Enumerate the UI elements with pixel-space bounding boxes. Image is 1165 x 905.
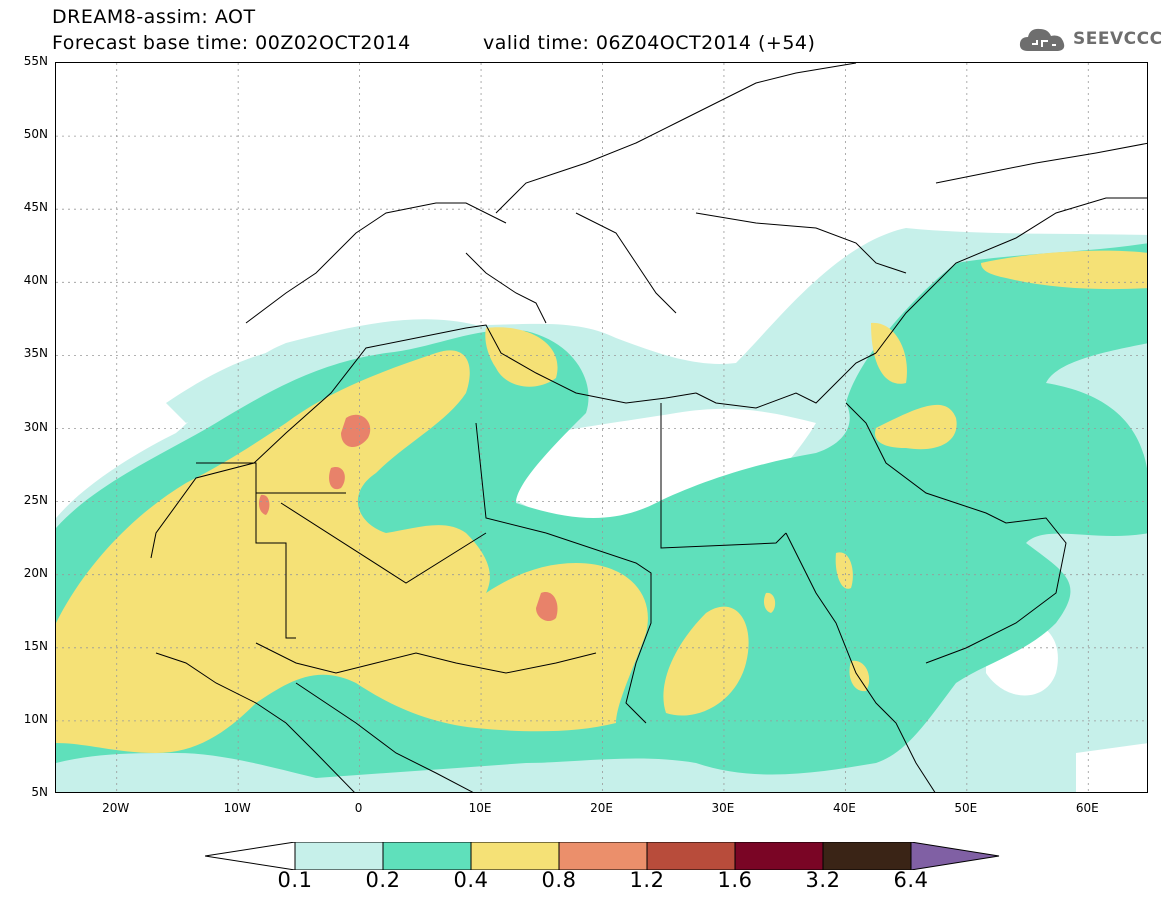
lat-tick-label: 5N	[31, 785, 48, 799]
lon-tick-label: 60E	[1075, 801, 1099, 815]
country-borders	[150, 63, 1147, 792]
colorbar-level-label: 6.4	[893, 868, 929, 892]
colorbar-level-label: 3.2	[805, 868, 841, 892]
lon-tick-label: 50E	[954, 801, 978, 815]
aot-colorbar	[205, 842, 1000, 870]
colorbar-lower-arrow	[205, 842, 296, 870]
graticule	[56, 63, 1147, 792]
lat-tick-label: 30N	[23, 419, 48, 434]
colorbar-level-label: 1.6	[717, 868, 753, 892]
lat-tick-label: 10N	[23, 711, 48, 726]
colorbar-level-label: 0.4	[453, 868, 489, 892]
colorbar-level-label: 1.2	[629, 868, 665, 892]
lat-tick-label: 25N	[23, 492, 48, 507]
lon-tick-label: 30E	[711, 801, 735, 815]
colorbar-bin-0.4	[470, 842, 560, 870]
lat-tick-label: 15N	[23, 638, 48, 653]
colorbar-level-label: 0.8	[541, 868, 577, 892]
valid-time: valid time: 06Z04OCT2014 (+54)	[483, 32, 816, 54]
lat-tick-label: 40N	[23, 273, 48, 288]
colorbar-bin-0.2	[382, 842, 472, 870]
lon-tick-label: 0	[354, 801, 363, 815]
colorbar-level-label: 0.1	[277, 868, 313, 892]
map-frame	[55, 62, 1148, 793]
map-title: DREAM8-assim: AOT	[52, 6, 256, 28]
colorbar-bin-3.2	[822, 842, 912, 870]
lon-tick-label: 10W	[223, 801, 251, 815]
lon-tick-label: 40E	[832, 801, 856, 815]
colorbar-upper-arrow	[910, 842, 1000, 870]
cloud-icon	[1019, 28, 1065, 51]
forecast-base-time: Forecast base time: 00Z02OCT2014	[52, 32, 411, 54]
lat-tick-label: 55N	[23, 54, 48, 68]
colorbar-bin-0.8	[558, 842, 648, 870]
lon-tick-label: 20E	[590, 801, 613, 815]
lon-tick-label: 10E	[468, 801, 492, 815]
lon-tick-label: 20W	[102, 801, 130, 815]
aot-contour-0.8	[258, 414, 558, 622]
colorbar-bin-1.6	[734, 842, 824, 870]
colorbar-bin-0.1	[294, 842, 384, 870]
aot-map	[56, 63, 1147, 792]
aot-contour-0.4	[56, 250, 1147, 753]
lat-tick-label: 50N	[23, 127, 48, 142]
lat-tick-label: 45N	[23, 200, 48, 215]
lat-tick-label: 20N	[23, 565, 48, 580]
colorbar-level-label: 0.2	[365, 868, 401, 892]
logo-text: SEEVCCC	[1073, 29, 1163, 49]
seevccc-logo: SEEVCCC	[1018, 24, 1163, 54]
colorbar-bin-1.2	[646, 842, 736, 870]
lat-tick-label: 35N	[23, 346, 48, 361]
